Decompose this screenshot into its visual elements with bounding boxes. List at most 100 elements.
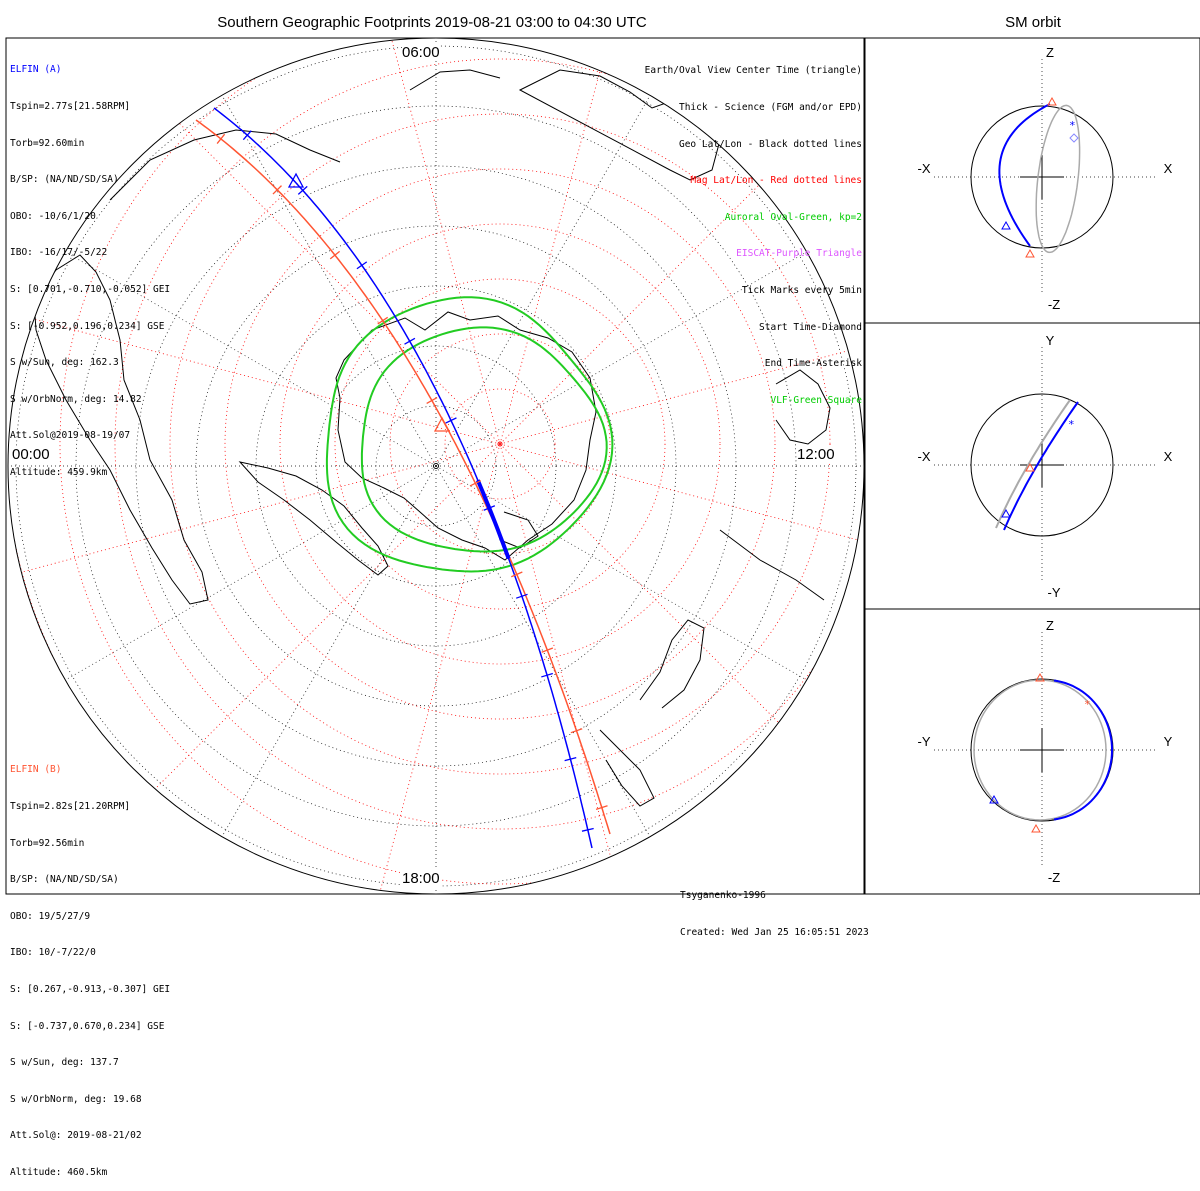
clock-label-top: 06:00: [402, 44, 440, 61]
coastline: [599, 729, 655, 807]
polar-map: [8, 38, 864, 894]
elfin-a-tick: [515, 593, 528, 599]
sm-elfin-a-orbit: [1003, 401, 1079, 531]
geo-lon-line: [195, 50, 437, 467]
elfin-a-line: S w/Sun, deg: 162.3: [10, 357, 119, 369]
mag-lat-circle: [224, 168, 776, 720]
sm-axis-label-left: -X: [918, 449, 931, 464]
legend-item: End Time-Asterisk: [764, 358, 862, 370]
sm-elfin-a-triangle: [989, 794, 999, 804]
mag-lon-line: [499, 38, 864, 445]
sm-end-asterisk: *: [1069, 119, 1076, 132]
mag-lon-line: [313, 443, 501, 894]
sm-axis-label-left: -X: [918, 161, 931, 176]
elfin-a-info: ELFIN (A) Tspin=2.77s[21.58RPM] Torb=92.…: [10, 40, 170, 491]
elfin-b-tick: [329, 250, 341, 260]
elfin-b-line: S w/OrbNorm, deg: 19.68: [10, 1093, 142, 1105]
geo-lon-line: [20, 225, 437, 467]
elfin-a-line: S w/OrbNorm, deg: 14.82: [10, 393, 142, 405]
sm-axis-label-right: X: [1164, 449, 1173, 464]
legend: Earth/Oval View Center Time (triangle) T…: [645, 41, 862, 419]
mag-lat-circle: [334, 278, 666, 610]
elfin-a-line: Att.Sol@2019-08-19/07: [10, 430, 131, 442]
coastline: [639, 619, 705, 709]
created-date: Created: Wed Jan 25 16:05:51 2023: [680, 927, 869, 939]
clock-label-left: 00:00: [12, 446, 50, 463]
elfin-b-name: ELFIN (B): [10, 764, 62, 776]
mag-lat-circle: [114, 58, 864, 830]
elfin-b-tick: [469, 480, 482, 487]
sm-start-diamond: [1069, 133, 1079, 143]
elfin-a-center-triangle: [287, 172, 305, 188]
mag-lat-circle: [389, 333, 611, 555]
mag-lon-line: [8, 257, 501, 445]
legend-item: VLF-Green Square: [770, 394, 862, 406]
elfin-a-line: Tspin=2.77s[21.58RPM]: [10, 101, 131, 112]
elfin-a-line: S: [0.701,-0.710,-0.052] GEI: [10, 283, 171, 295]
elfin-a-tick: [483, 505, 496, 511]
sm-elfin-a-orbit: [1053, 679, 1114, 821]
sm-earth-circle: [970, 105, 1114, 249]
mag-lon-line: [499, 443, 687, 894]
elfin-b-tick: [570, 728, 583, 734]
legend-item: Mag Lat/Lon - Red dotted lines: [690, 175, 862, 187]
model-name: Tsyganenko-1996: [680, 890, 766, 902]
elfin-b-tick: [377, 316, 389, 325]
mag-lon-line: [499, 443, 864, 894]
elfin-b-line: Torb=92.56min: [10, 837, 85, 849]
sm-end-asterisk: *: [1068, 418, 1075, 431]
elfin-b-tick: [595, 805, 608, 810]
elfin-a-track: [213, 107, 593, 849]
mag-lat-circle: [444, 388, 556, 500]
auroral-oval-inner: [360, 326, 608, 553]
sm-orbit-projection: [995, 399, 1071, 529]
geo-lon-line: [435, 50, 677, 467]
sm-elfin-b-triangle: [1025, 248, 1035, 258]
mag-lon-line: [499, 38, 687, 445]
sm-axis-label-top: Z: [1046, 45, 1054, 60]
elfin-a-line: IBO: -16/17/-5/22: [10, 247, 108, 259]
elfin-b-line: Att.Sol@: 2019-08-21/02: [10, 1130, 142, 1142]
elfin-a-tick: [356, 261, 368, 270]
elfin-b-track: [195, 119, 611, 835]
elfin-b-line: B/SP: (NA/ND/SD/SA): [10, 874, 119, 886]
geo-pole-marker: [433, 463, 439, 469]
sm-orbit-plots: Z -Z -X X Y -Y -X X Z -Z -Y Y * * *: [918, 45, 1173, 885]
elfin-a-science-segment: [475, 479, 511, 560]
mag-lat-circle: [169, 113, 831, 775]
figure-title: Southern Geographic Footprints 2019-08-2…: [217, 14, 647, 31]
elfin-a-line: Torb=92.60min: [10, 137, 85, 149]
elfin-a-name: ELFIN (A): [10, 64, 62, 76]
mag-lon-line: [499, 257, 864, 445]
mag-lat-circle: [8, 38, 864, 894]
elfin-b-tick: [541, 647, 554, 653]
legend-item: Auroral Oval-Green, kp=2: [724, 211, 862, 223]
sm-orbit-projection: [1035, 104, 1081, 254]
elfin-a-line: Altitude: 459.9km: [10, 466, 108, 478]
coastline: [775, 369, 831, 445]
elfin-a-line: S: [-0.952,0.196,0.234] GSE: [10, 320, 165, 332]
elfin-b-line: Altitude: 460.5km: [10, 1166, 108, 1178]
geo-lon-line: [20, 465, 437, 707]
coastline: [335, 311, 597, 561]
sm-elfin-b-triangle: [1047, 96, 1057, 106]
elfin-a-tick: [445, 417, 457, 424]
elfin-a-tick: [242, 130, 252, 141]
elfin-b-center-triangle: [433, 416, 451, 432]
sm-orbit-title: SM orbit: [1005, 14, 1061, 31]
sm-axis-label-right: X: [1164, 161, 1173, 176]
clock-label-right: 12:00: [797, 446, 835, 463]
elfin-a-tick: [581, 827, 594, 832]
credit: Tsyganenko-1996 Created: Wed Jan 25 16:0…: [680, 866, 869, 951]
geo-lon-line: [435, 465, 852, 707]
mag-lat-circle: [279, 223, 721, 665]
sm-axis-label-top: Y: [1046, 333, 1055, 348]
elfin-b-line: OBO: 19/5/27/9: [10, 910, 91, 922]
sm-axis-label-top: Z: [1046, 618, 1054, 633]
elfin-b-tick: [272, 185, 282, 195]
elfin-a-tick: [404, 337, 416, 345]
elfin-a-line: OBO: -10/6/1/20: [10, 210, 96, 222]
elfin-b-line: Tspin=2.82s[21.20RPM]: [10, 801, 131, 812]
elfin-b-info: ELFIN (B) Tspin=2.82s[21.20RPM] Torb=92.…: [10, 740, 170, 1191]
elfin-b-tick: [216, 133, 226, 144]
